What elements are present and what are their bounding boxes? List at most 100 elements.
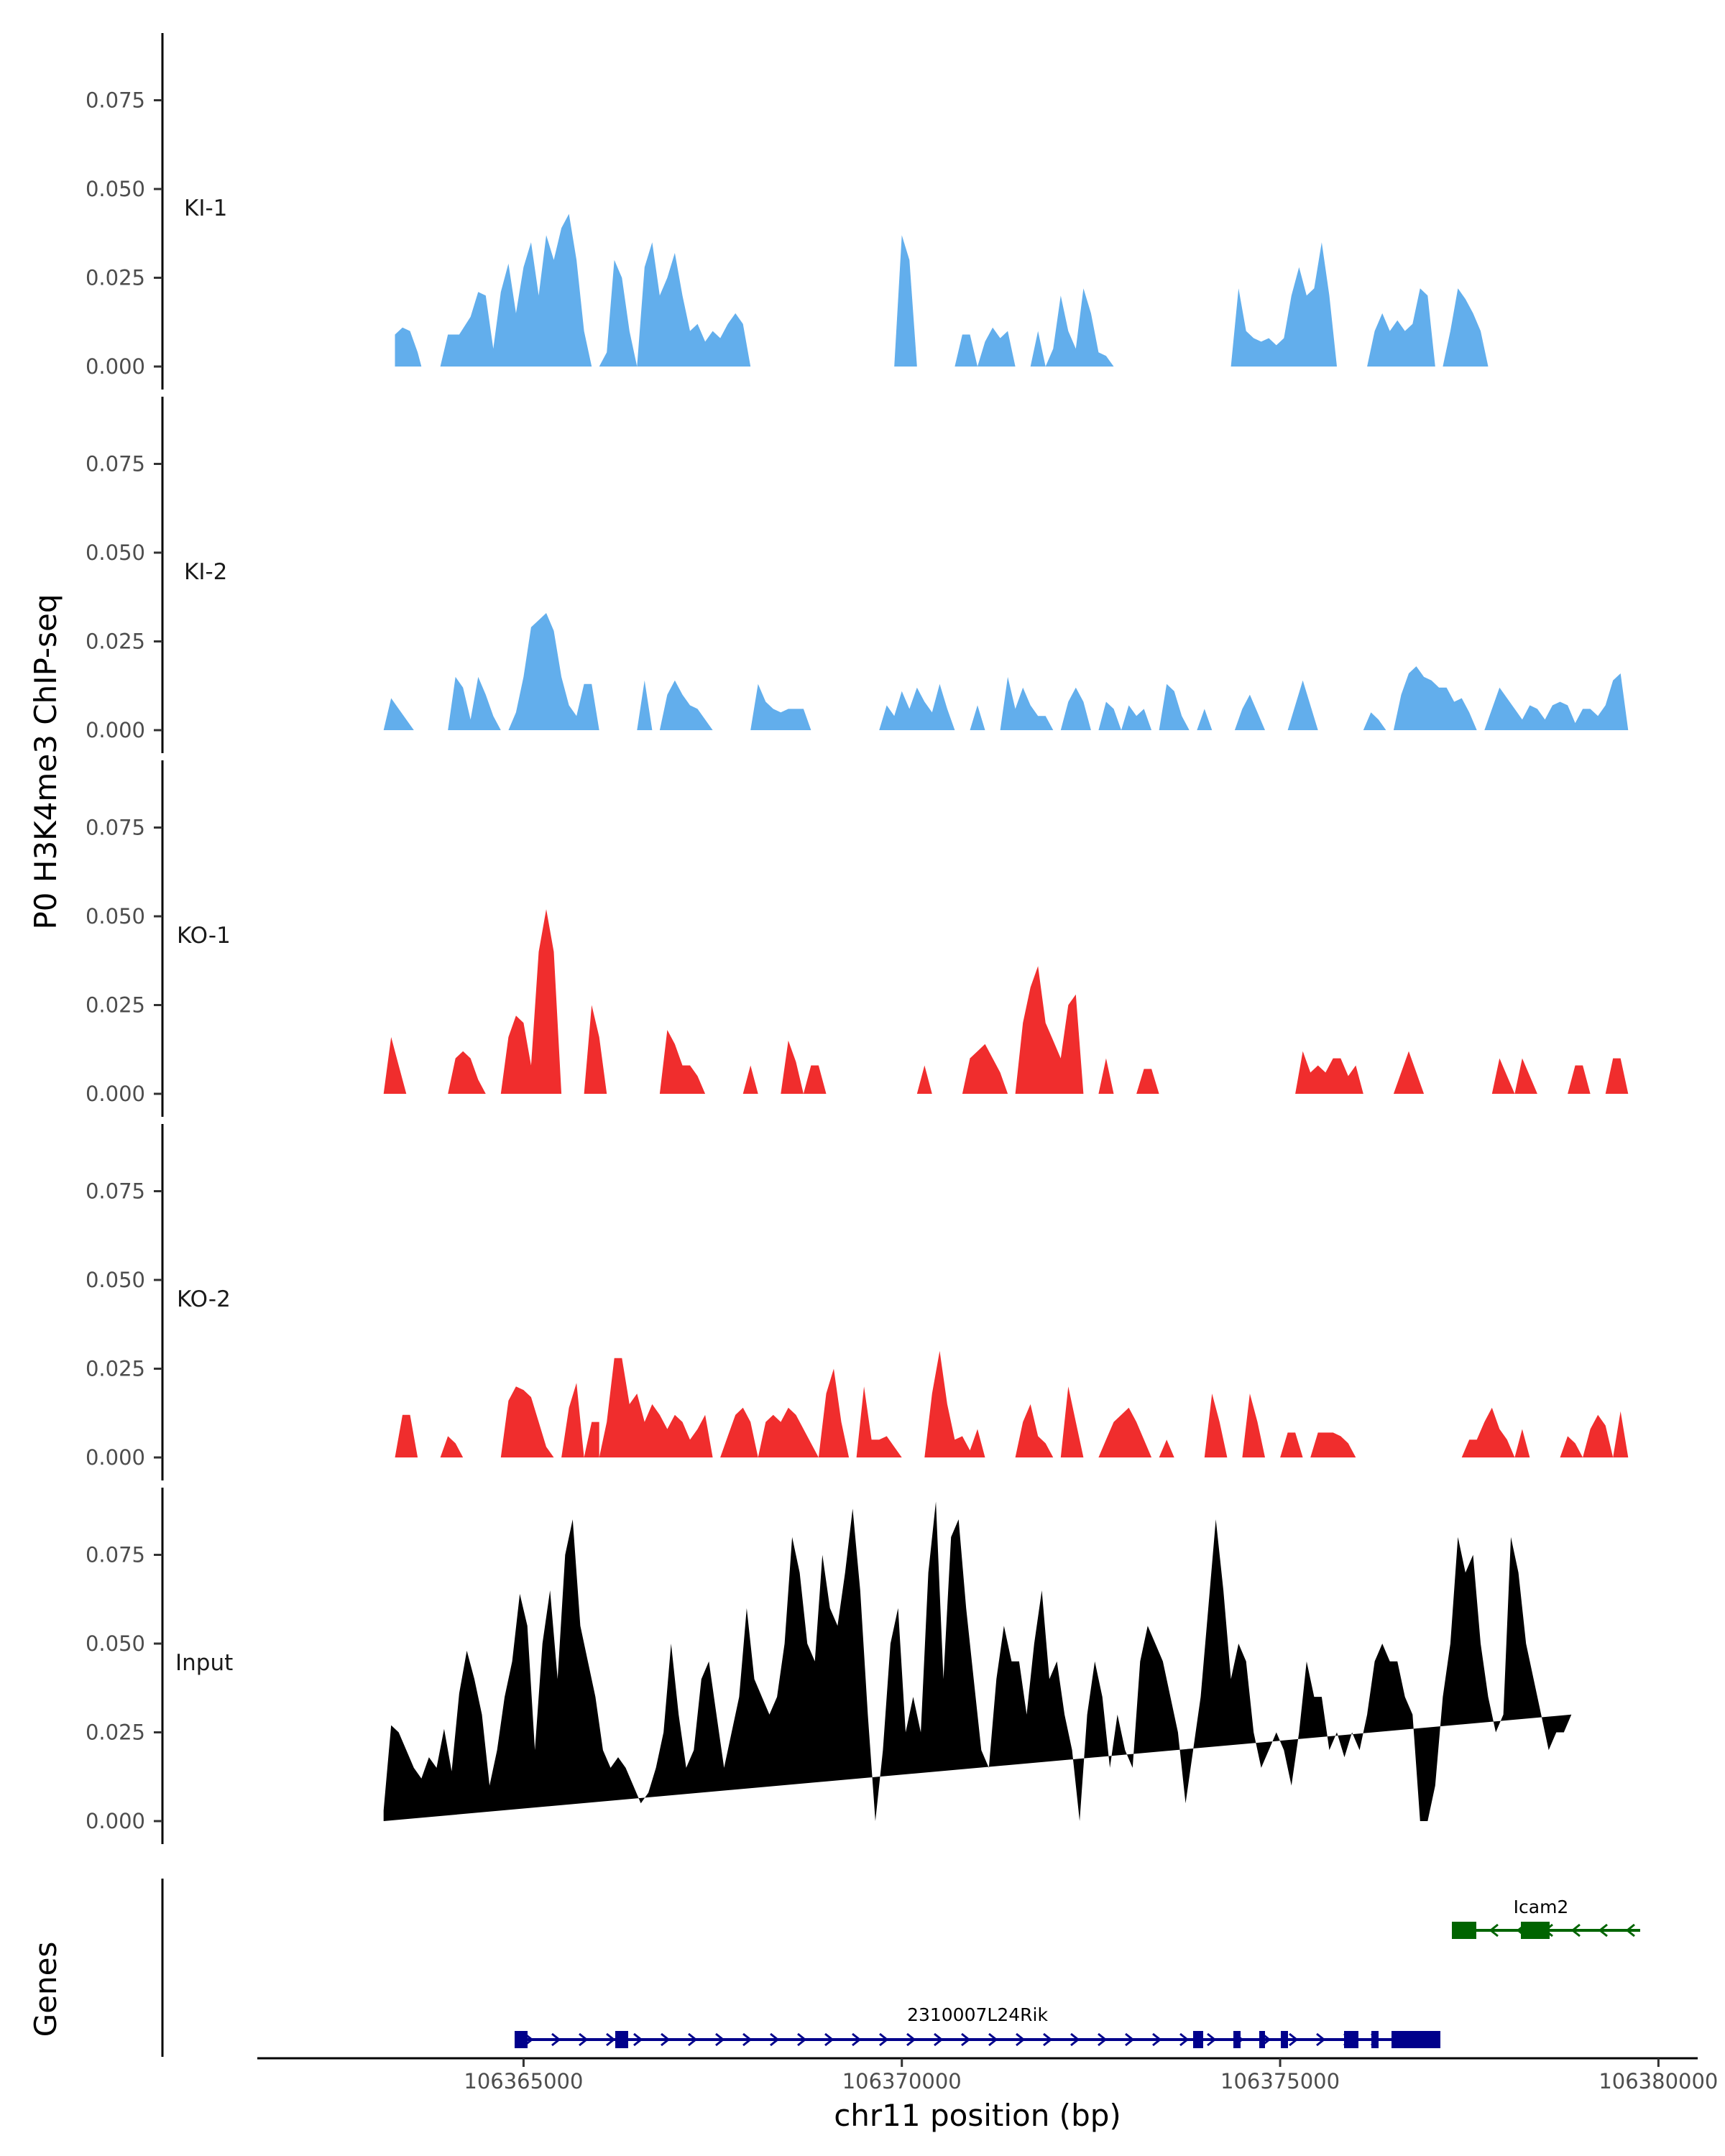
coverage-area <box>659 1030 706 1094</box>
y-axis-title: P0 H3K4me3 ChIP-seq <box>28 594 63 929</box>
strand-arrow-icon <box>824 2032 834 2047</box>
coverage-area <box>440 1436 464 1457</box>
coverage-area <box>395 327 422 367</box>
strand-arrow-icon <box>742 2032 753 2047</box>
genes-axis-title: Genes <box>28 1942 63 2037</box>
strand-arrow-icon <box>633 2032 643 2047</box>
gene-exon <box>1281 2031 1288 2048</box>
strand-arrow-icon <box>1207 2032 1217 2047</box>
coverage-area <box>1098 701 1152 730</box>
coverage-area <box>1363 712 1386 730</box>
y-tick-label: 0.075 <box>86 452 145 476</box>
strand-arrow-icon <box>879 2032 889 2047</box>
y-tick-label: 0.075 <box>86 1543 145 1567</box>
coverage-area <box>1204 1393 1235 1457</box>
strand-arrow-icon <box>770 2032 780 2047</box>
coverage-area <box>1393 666 1477 730</box>
coverage-area <box>781 1040 827 1094</box>
x-tick-label: 106380000 <box>1598 2069 1718 2093</box>
coverage-area <box>954 327 1016 367</box>
strand-arrow-icon <box>661 2032 671 2047</box>
coverage-area <box>916 1065 932 1094</box>
strand-arrow-icon <box>934 2032 944 2047</box>
track-ki-2: 0.000 0.025 0.050 0.075 KI-2 <box>86 397 1629 753</box>
coverage-area <box>395 1414 418 1457</box>
strand-arrow-icon <box>1070 2032 1080 2047</box>
coverage-area <box>1234 694 1265 730</box>
strand-arrow-icon <box>688 2032 698 2047</box>
strand-arrow-icon <box>1043 2032 1053 2047</box>
coverage-area <box>1060 1386 1084 1457</box>
gene-exon <box>1371 2031 1379 2048</box>
y-tick-label: 0.000 <box>86 1445 145 1470</box>
coverage-area <box>834 1368 850 1457</box>
coverage-area <box>1242 1393 1265 1457</box>
strand-arrow-icon <box>1289 2032 1299 2047</box>
coverage-area <box>1568 1065 1591 1094</box>
coverage-area <box>508 613 599 730</box>
x-tick-label: 106370000 <box>842 2069 962 2093</box>
y-tick-label: 0.000 <box>86 1809 145 1833</box>
coverage-area <box>1484 673 1629 730</box>
strand-arrow-icon <box>551 2032 561 2047</box>
track-ko-2: 0.000 0.025 0.050 0.075 KO-2 <box>86 1124 1629 1480</box>
gene-label: Icam2 <box>1514 1897 1569 1917</box>
coverage-area <box>1098 1058 1114 1094</box>
coverage-area <box>383 698 414 730</box>
strand-arrow-icon <box>1316 2032 1326 2047</box>
gene-exon <box>615 2031 628 2048</box>
coverage-area <box>924 1350 985 1457</box>
coverage-area <box>1060 687 1091 730</box>
strand-arrow-icon <box>1098 2032 1108 2047</box>
y-tick-label: 0.075 <box>86 816 145 840</box>
coverage-area <box>1367 288 1435 367</box>
strand-arrow-icon <box>1152 2032 1162 2047</box>
coverage-area <box>1197 709 1213 730</box>
coverage-area <box>962 1044 1008 1094</box>
y-tick-label: 0.000 <box>86 718 145 742</box>
y-tick-label: 0.025 <box>86 266 145 290</box>
coverage-area <box>599 242 751 367</box>
coverage-area <box>500 1383 599 1457</box>
x-tick-label: 106375000 <box>1220 2069 1340 2093</box>
y-tick-label: 0.050 <box>86 904 145 929</box>
gene-exon <box>1259 2031 1265 2048</box>
coverage-area <box>1159 1439 1174 1457</box>
coverage-area <box>500 909 562 1094</box>
coverage-area <box>1310 1432 1356 1457</box>
coverage-area <box>1491 1058 1537 1094</box>
coverage-area <box>1605 1058 1629 1094</box>
coverage-area <box>742 1065 758 1094</box>
coverage-area <box>1230 242 1337 367</box>
strand-arrow-icon <box>1016 2032 1026 2047</box>
gene-exon <box>1233 2031 1241 2048</box>
coverage-area <box>1287 680 1318 730</box>
coverage-area <box>720 1368 834 1457</box>
coverage-area <box>970 705 985 730</box>
strand-arrow-icon <box>988 2032 998 2047</box>
y-tick-label: 0.050 <box>86 1268 145 1292</box>
gene-exon <box>1193 2031 1203 2048</box>
y-tick-label: 0.000 <box>86 354 145 379</box>
strand-arrow-icon <box>906 2032 916 2047</box>
coverage-area <box>1030 288 1114 367</box>
coverage-area <box>879 683 955 730</box>
track-label: KI-2 <box>184 559 227 585</box>
track-ko-1: 0.000 0.025 0.050 0.075 KO-1 <box>86 760 1629 1117</box>
y-tick-label: 0.000 <box>86 1082 145 1106</box>
track-input: 0.000 0.025 0.050 0.075 Input <box>86 1488 1572 1844</box>
coverage-area <box>1015 966 1084 1094</box>
coverage-area <box>750 683 811 730</box>
gene-label: 2310007L24Rik <box>907 2004 1048 2025</box>
track-label: KO-1 <box>177 923 231 949</box>
track-label: Input <box>175 1650 233 1676</box>
strand-arrow-icon <box>606 2032 616 2047</box>
coverage-area <box>599 1358 713 1457</box>
x-axis: 106365000 106370000 106375000 106380000 <box>257 2057 1718 2093</box>
coverage-area <box>383 1037 407 1094</box>
coverage-area <box>1280 1432 1303 1457</box>
coverage-area <box>1159 683 1190 730</box>
strand-arrow-icon <box>797 2032 807 2047</box>
gene-exon <box>1452 1922 1476 1939</box>
